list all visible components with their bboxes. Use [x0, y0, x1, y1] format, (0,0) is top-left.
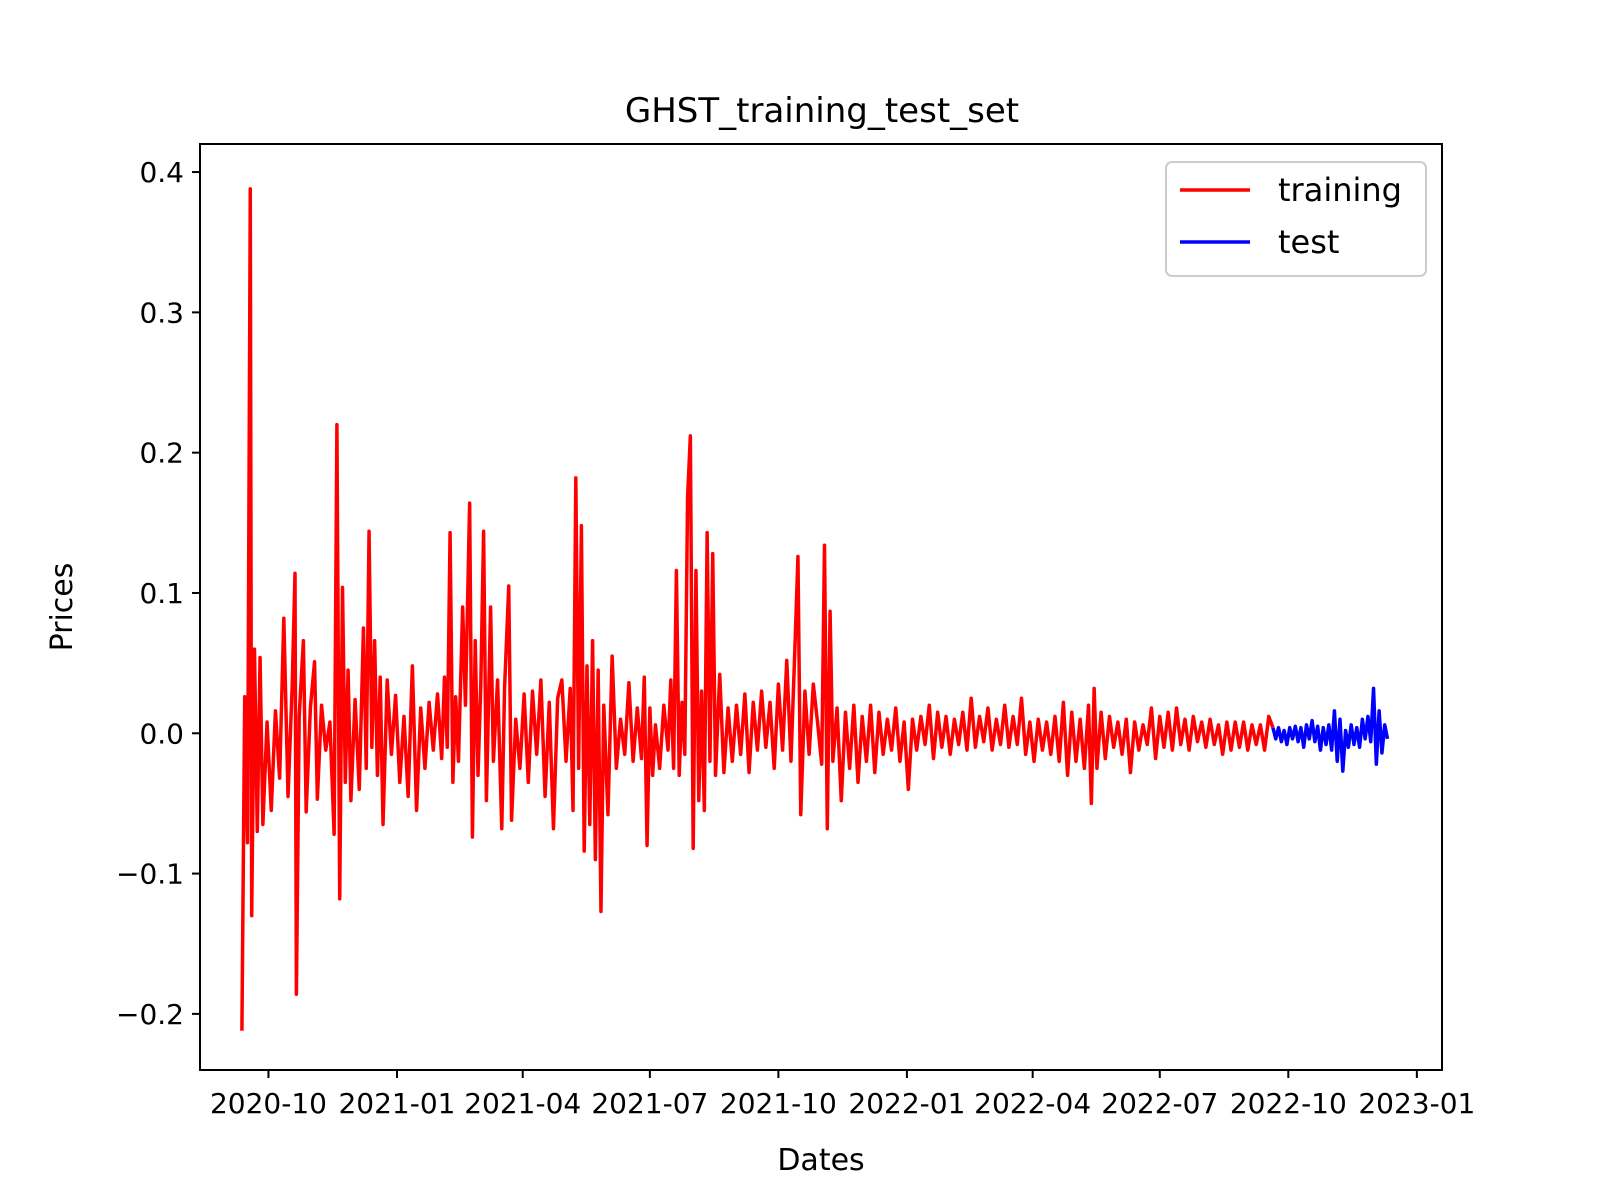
x-tick-label: 2022-10: [1230, 1087, 1347, 1120]
y-tick-label: −0.1: [116, 858, 184, 891]
series-line-training: [240, 187, 1275, 1031]
y-tick-label: 0.1: [139, 577, 184, 610]
y-axis: 0.4 0.3 0.2 0.1 0.0 −0.1 −0.2: [116, 156, 200, 1031]
y-tick-label: −0.2: [116, 998, 184, 1031]
x-tick-label: 2021-01: [338, 1087, 455, 1120]
y-tick-label: 0.0: [139, 717, 184, 750]
y-tick-label: 0.4: [139, 156, 184, 189]
series-line-test: [1271, 686, 1390, 773]
x-tick-label: 2022-01: [848, 1087, 965, 1120]
x-tick-label: 2022-07: [1101, 1087, 1218, 1120]
y-tick-label: 0.2: [139, 437, 184, 470]
x-tick-label: 2023-01: [1358, 1087, 1475, 1120]
y-tick-label: 0.3: [139, 296, 184, 329]
series-layer: [240, 187, 1390, 1031]
plot-frame: [199, 143, 1443, 1071]
legend: training test: [1165, 161, 1427, 277]
x-tick-label: 2021-04: [464, 1087, 581, 1120]
x-tick-label: 2021-07: [591, 1087, 708, 1120]
legend-label-test: test: [1278, 223, 1339, 261]
x-tick-label: 2021-10: [720, 1087, 837, 1120]
legend-label-training: training: [1278, 171, 1402, 209]
x-tick-label: 2022-04: [974, 1087, 1091, 1120]
x-axis: 2020-10 2021-01 2021-04 2021-07 2021-10 2022-…: [210, 1070, 1475, 1120]
y-axis-label: Prices: [45, 563, 80, 652]
chart-title: GHST_training_test_set: [625, 91, 1019, 131]
x-axis-label: Dates: [777, 1143, 864, 1178]
x-tick-label: 2020-10: [210, 1087, 327, 1120]
